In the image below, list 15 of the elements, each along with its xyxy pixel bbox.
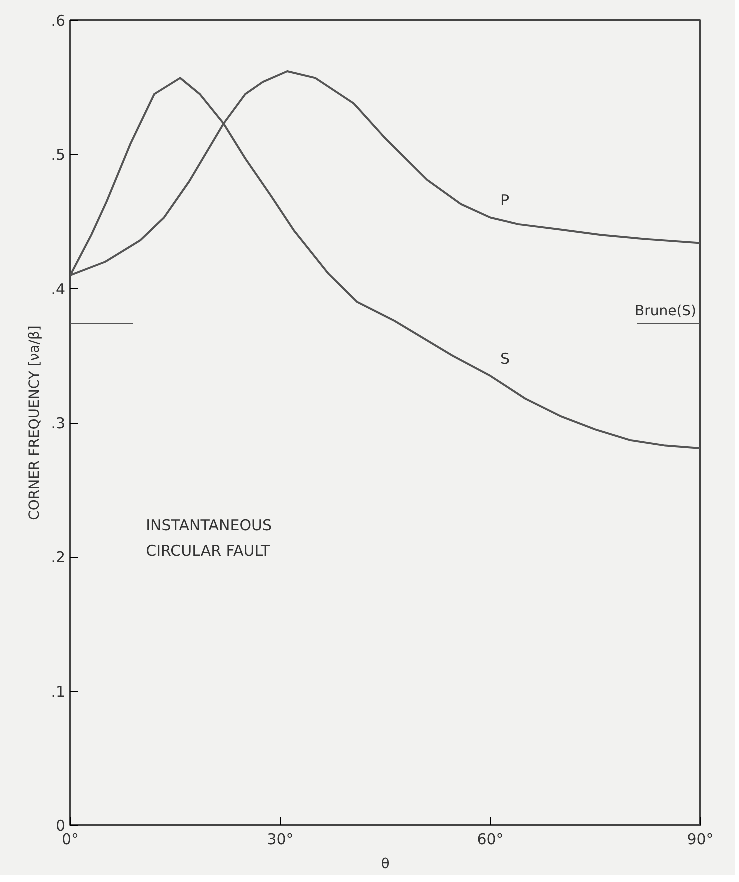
y-tick-label: .6 [51, 12, 66, 30]
y-tick-label: .1 [51, 682, 66, 701]
x-axis-title: θ [381, 856, 390, 872]
y-tick-label: .3 [51, 414, 66, 432]
y-axis-title: CORNER FREQUENCY [νa/β] [27, 326, 44, 520]
x-tick-label: 90° [687, 830, 714, 848]
annotation: INSTANTANEOUS CIRCULAR FAULT [146, 516, 272, 560]
ref-line-label: Brune(S) [634, 304, 696, 320]
y-tick-label: .5 [51, 146, 66, 164]
x-tick-label: 30° [267, 830, 294, 848]
y-tick-label: .2 [51, 548, 66, 567]
series-label: P [500, 192, 510, 210]
x-tick-label: 60° [477, 830, 504, 848]
y-tick-label: .4 [51, 280, 66, 298]
series-label: S [500, 350, 510, 368]
